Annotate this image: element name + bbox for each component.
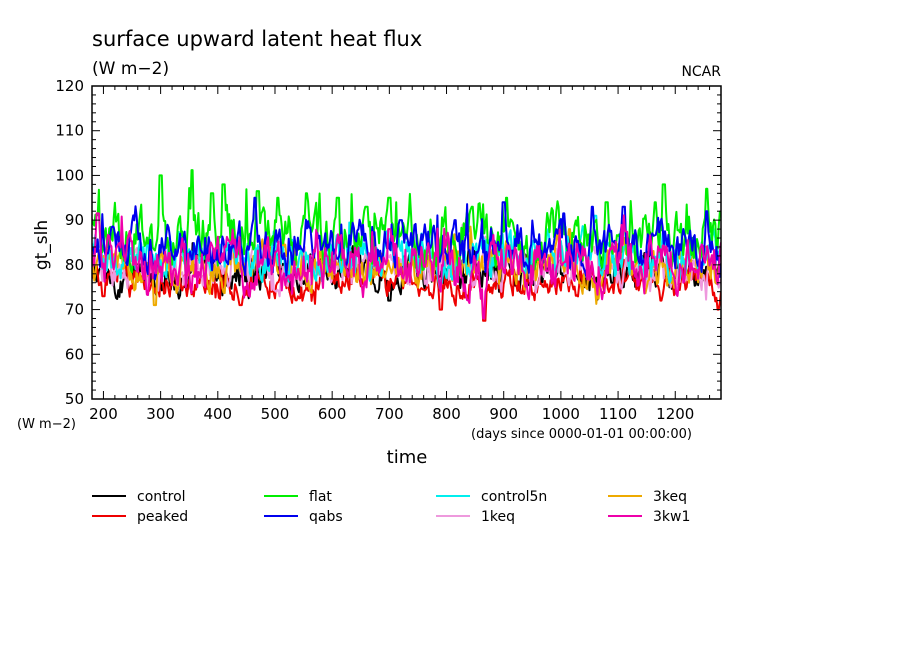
credit-label: NCAR <box>681 64 721 80</box>
chart-title: surface upward latent heat flux <box>92 27 422 51</box>
legend-item-flat: flat <box>264 489 332 505</box>
legend-item-qabs: qabs <box>264 509 343 525</box>
y-unit-note: (W m−2) <box>17 417 76 432</box>
legend-label: control5n <box>481 489 547 505</box>
x-tick-label: 1100 <box>599 405 637 423</box>
legend-item-control: control <box>92 489 186 505</box>
x-tick-label: 900 <box>489 405 518 423</box>
plot-frame <box>91 85 722 400</box>
series-line-3kw1 <box>92 212 721 320</box>
axes-layer: 50 60 70 80 90 100 110 120 200 300 400 500 600 700 800… <box>55 77 722 423</box>
legend-item-3kw1: 3kw1 <box>608 509 690 525</box>
y-tick-label: 80 <box>65 256 84 274</box>
x-tick-label: 1200 <box>656 405 694 423</box>
legend: control flat control5n 3keq peaked qabs 1keq 3k… <box>92 489 690 525</box>
series-layer <box>92 169 721 322</box>
x-tick-label: 500 <box>261 405 290 423</box>
x-unit-note: (days since 0000-01-01 00:00:00) <box>471 427 692 442</box>
legend-label: 1keq <box>481 509 515 525</box>
legend-label: 3keq <box>653 489 687 505</box>
legend-item-3keq: 3keq <box>608 489 687 505</box>
y-axis-title: gt_slh <box>32 220 52 270</box>
y-tick-label: 70 <box>65 301 84 319</box>
y-tick-label: 120 <box>55 77 84 95</box>
chart-units: (W m−2) <box>92 59 169 79</box>
x-tick-label: 700 <box>375 405 404 423</box>
x-tick-label: 600 <box>318 405 347 423</box>
x-tick-label: 400 <box>203 405 232 423</box>
x-tick-label: 300 <box>146 405 175 423</box>
x-tick-label: 1000 <box>542 405 580 423</box>
legend-label: qabs <box>309 509 343 525</box>
y-tick-label: 60 <box>65 345 84 363</box>
legend-label: 3kw1 <box>653 509 690 525</box>
y-tick-label: 90 <box>65 211 84 229</box>
x-tick-label: 800 <box>432 405 461 423</box>
legend-label: flat <box>309 489 332 505</box>
legend-item-control5n: control5n <box>436 489 547 505</box>
y-tick-label: 100 <box>55 166 84 184</box>
legend-label: control <box>137 489 186 505</box>
legend-label: peaked <box>137 509 188 525</box>
y-tick-label: 50 <box>65 390 84 408</box>
legend-item-1keq: 1keq <box>436 509 515 525</box>
legend-item-peaked: peaked <box>92 509 188 525</box>
x-tick-label: 200 <box>89 405 118 423</box>
y-tick-label: 110 <box>55 122 84 140</box>
x-axis-title: time <box>387 447 428 468</box>
